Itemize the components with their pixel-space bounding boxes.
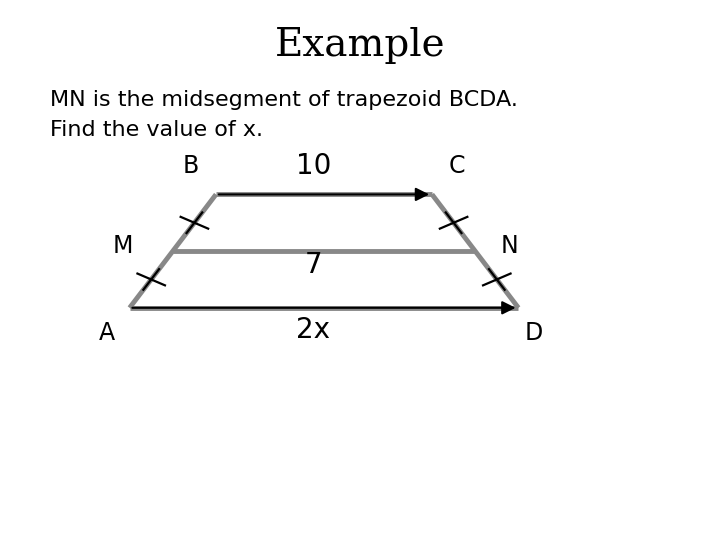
Text: Example: Example <box>275 28 445 64</box>
Text: N: N <box>500 234 518 258</box>
Text: 7: 7 <box>305 251 322 279</box>
Text: M: M <box>113 234 133 258</box>
Text: 10: 10 <box>295 152 331 180</box>
Text: Find the value of x.: Find the value of x. <box>50 119 264 140</box>
Text: A: A <box>99 321 114 345</box>
Text: D: D <box>525 321 544 345</box>
Text: MN is the midsegment of trapezoid BCDA.: MN is the midsegment of trapezoid BCDA. <box>50 90 518 110</box>
Text: B: B <box>183 154 199 178</box>
Text: C: C <box>449 154 465 178</box>
Text: 2x: 2x <box>296 316 330 345</box>
